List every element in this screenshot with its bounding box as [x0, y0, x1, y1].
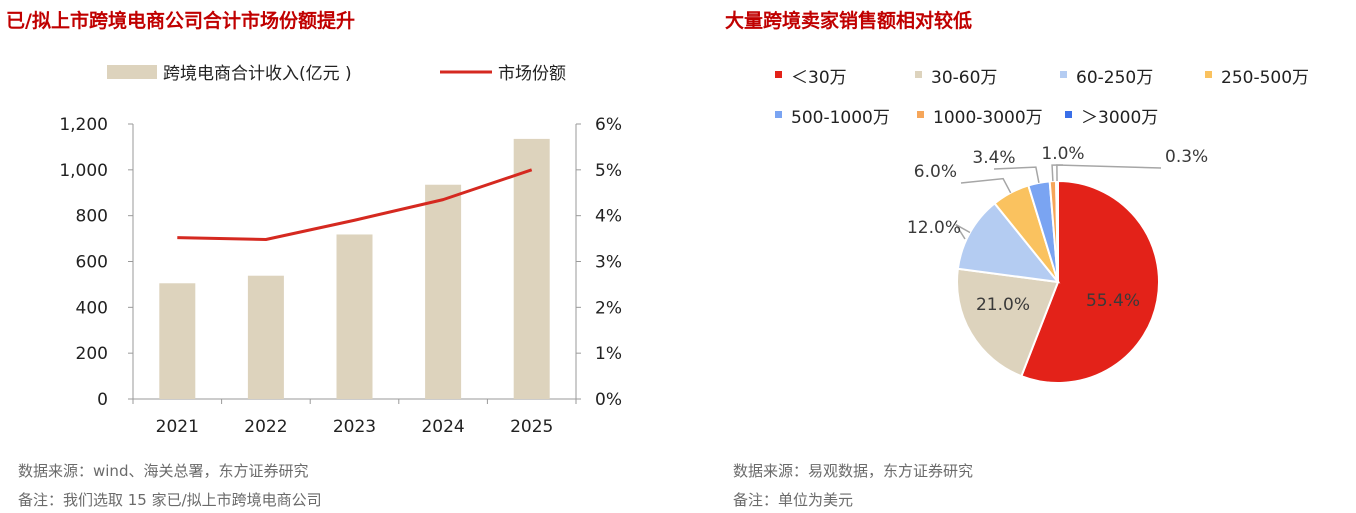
revenue-bar	[425, 184, 462, 399]
pie-leader-line	[1056, 164, 1162, 182]
revenue-bar	[159, 283, 196, 399]
y-right-tick-label: 0%	[595, 390, 622, 410]
legend-swatch-revenue	[107, 65, 157, 79]
pie-leader-line	[960, 177, 1012, 194]
left-source-note: 数据来源：wind、海关总署，东方证券研究	[18, 462, 309, 480]
x-tick-label: 2021	[156, 417, 199, 437]
pie-data-label: 1.0%	[1041, 144, 1084, 164]
left-chart-panel: 已/拟上市跨境电商公司合计市场份额提升 跨境电商合计收入(亿元 ) 市场份额 0 20…	[6, 10, 622, 509]
legend-label-share: 市场份额	[498, 64, 566, 84]
pie-leader-line	[993, 166, 1040, 183]
pie-legend-label: ＞3000万	[1081, 108, 1158, 128]
x-tick-label: 2022	[244, 417, 287, 437]
y-right-tick-label: 1%	[595, 344, 622, 364]
pie-leader-line	[955, 224, 971, 240]
x-tick-label: 2023	[333, 417, 376, 437]
right-chart-panel: 大量跨境卖家销售额相对较低 ＜30万 30-60万 60-250万 250-500万 5…	[725, 0, 1356, 513]
pie-slice	[956, 267, 1060, 378]
y-left-tick-label: 600	[76, 253, 108, 273]
pie-legend-label: 250-500万	[1221, 68, 1309, 88]
pie-legend-label: 60-250万	[1076, 68, 1153, 88]
pie-legend-swatch	[1060, 71, 1067, 78]
y-left-tick-label: 1,200	[59, 115, 108, 135]
pie-legend-swatch	[775, 111, 782, 118]
y-left-tick-label: 200	[76, 344, 108, 364]
pie-data-label: 12.0%	[907, 218, 961, 238]
pie-slice	[1020, 179, 1160, 384]
seller-sales-pie-chart: ＜30万 30-60万 60-250万 250-500万 500-1000万 1000-3…	[775, 68, 1309, 384]
revenue-bar	[247, 275, 284, 399]
pie-legend-swatch	[775, 71, 782, 78]
market-share-line	[177, 168, 533, 241]
y-right-tick-label: 6%	[595, 115, 622, 135]
left-chart-title: 已/拟上市跨境电商公司合计市场份额提升	[6, 10, 355, 32]
y-right-tick-label: 3%	[595, 253, 622, 273]
pie-legend-swatch	[915, 71, 922, 78]
pie-data-label: 55.4%	[1086, 291, 1140, 311]
y-left-tick-label: 800	[76, 207, 108, 227]
pie-legend-label: 30-60万	[931, 68, 997, 88]
right-remark-note: 备注：单位为美元	[733, 491, 854, 509]
pie-legend-label: 1000-3000万	[933, 108, 1043, 128]
pie-data-label: 6.0%	[914, 162, 957, 182]
revenue-share-chart: 跨境电商合计收入(亿元 ) 市场份额 0 200 400 600 800 1,000 1,200…	[59, 64, 622, 437]
x-tick-label: 2024	[421, 417, 464, 437]
y-right-tick-label: 4%	[595, 207, 622, 227]
pie-slice	[956, 201, 1061, 284]
x-tick-label: 2025	[510, 417, 553, 437]
pie-legend-swatch	[1205, 71, 1212, 78]
y-left-tick-label: 0	[97, 390, 108, 410]
revenue-bar	[513, 138, 550, 400]
revenue-bar	[336, 234, 373, 399]
pie-data-label: 3.4%	[972, 148, 1015, 168]
y-right-tick-label: 5%	[595, 161, 622, 181]
pie-legend-swatch	[1065, 111, 1072, 118]
legend-label-revenue: 跨境电商合计收入(亿元 )	[163, 64, 352, 84]
y-left-tick-label: 1,000	[59, 161, 108, 181]
pie-data-label: 0.3%	[1165, 147, 1208, 167]
pie-legend-swatch	[917, 111, 924, 118]
pie-data-label: 21.0%	[976, 295, 1030, 315]
right-chart-title: 大量跨境卖家销售额相对较低	[725, 10, 973, 32]
left-remark-note: 备注：我们选取 15 家已/拟上市跨境电商公司	[18, 491, 322, 509]
y-left-tick-label: 400	[76, 298, 108, 318]
right-source-note: 数据来源：易观数据，东方证券研究	[733, 462, 974, 480]
pie-legend-label: 500-1000万	[791, 108, 890, 128]
y-right-tick-label: 2%	[595, 298, 622, 318]
pie-legend-label: ＜30万	[791, 68, 847, 88]
